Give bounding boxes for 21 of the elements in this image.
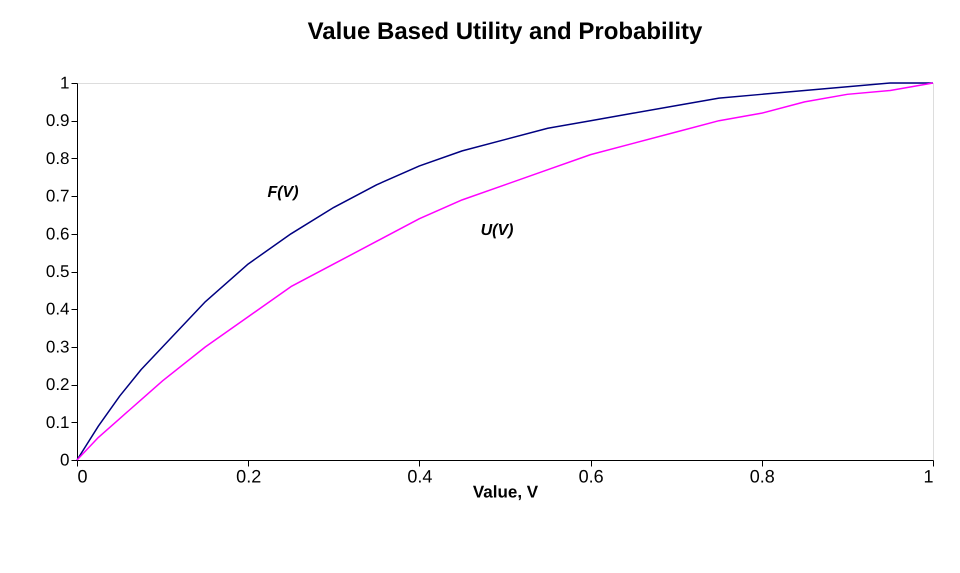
y-tick-label: 0.6 xyxy=(46,224,70,244)
y-tick-label: 0.8 xyxy=(46,148,70,168)
x-tick-label: 0 xyxy=(78,466,88,486)
x-tick-label: 1 xyxy=(923,466,934,486)
y-tick-label: 0.2 xyxy=(46,375,70,394)
x-tick-label: 0.2 xyxy=(236,466,262,486)
x-axis-title: Value, V xyxy=(472,482,539,502)
chart-title: Value Based Utility and Probability xyxy=(308,18,704,45)
y-tick-label: 0.7 xyxy=(46,186,70,206)
y-tick-label: 1 xyxy=(60,74,70,92)
y-tick-label: 0.5 xyxy=(46,262,70,281)
y-tick-label: 0 xyxy=(60,450,70,470)
x-tick-label: 0.4 xyxy=(407,466,432,486)
x-tick-label: 0.8 xyxy=(750,466,775,486)
y-tick-label: 0.9 xyxy=(46,111,70,130)
series-label: U(V) xyxy=(480,222,514,239)
y-tick-label: 0.1 xyxy=(46,412,70,432)
y-tick-label: 0.3 xyxy=(46,337,70,356)
y-tick-label: 0.4 xyxy=(46,300,70,319)
series-label: F(V) xyxy=(267,184,299,201)
x-tick-label: 0.6 xyxy=(578,466,604,486)
